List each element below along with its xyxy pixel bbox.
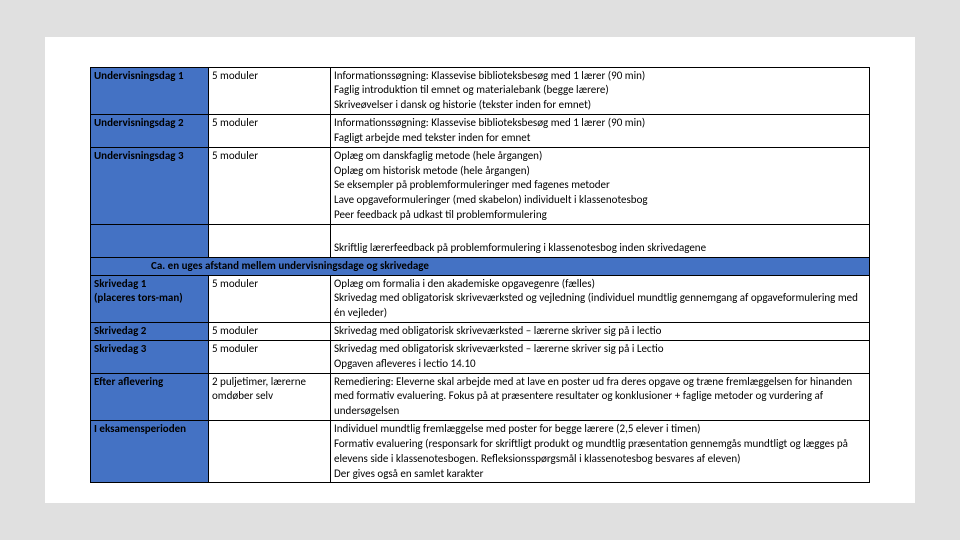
cell: Efter aflevering bbox=[91, 373, 209, 421]
cell: Skrivedag 3 bbox=[91, 340, 209, 373]
gap-note: Skriftlig lærerfeedback på problemformul… bbox=[331, 224, 870, 257]
cell: 5 moduler bbox=[209, 115, 331, 148]
table-row: Skrivedag 25 modulerSkrivedag med obliga… bbox=[91, 323, 870, 341]
cell: Skrivedag med obligatorisk skriveværkste… bbox=[331, 340, 870, 373]
table-row: Skrivedag 35 modulerSkrivedag med obliga… bbox=[91, 340, 870, 373]
cell: Undervisningsdag 1 bbox=[91, 67, 209, 115]
gap-row: Skriftlig lærerfeedback på problemformul… bbox=[91, 224, 870, 257]
cell: Individuel mundtlig fremlæggelse med pos… bbox=[331, 421, 870, 483]
cell: Undervisningsdag 2 bbox=[91, 115, 209, 148]
table-row: I eksamensperioden Individuel mundtlig fr… bbox=[91, 421, 870, 483]
cell: Remediering: Eleverne skal arbejde med a… bbox=[331, 373, 870, 421]
cell: I eksamensperioden bbox=[91, 421, 209, 483]
cell: Oplæg om danskfaglig metode (hele årgang… bbox=[331, 147, 870, 224]
cell: 5 moduler bbox=[209, 147, 331, 224]
cell: 5 moduler bbox=[209, 67, 331, 115]
table-row: Undervisningsdag 35 modulerOplæg om dans… bbox=[91, 147, 870, 224]
cell bbox=[209, 421, 331, 483]
cell: 5 moduler bbox=[209, 323, 331, 341]
cell: Skrivedag 1(placeres tors-man) bbox=[91, 275, 209, 323]
cell bbox=[91, 224, 209, 257]
cell: Skrivedag 2 bbox=[91, 323, 209, 341]
schedule-table: Undervisningsdag 15 modulerInformationss… bbox=[90, 67, 870, 484]
cell: 5 moduler bbox=[209, 340, 331, 373]
cell: Oplæg om formalia i den akademiske opgav… bbox=[331, 275, 870, 323]
page: Undervisningsdag 15 modulerInformationss… bbox=[45, 37, 915, 504]
section-header: Ca. en uges afstand mellem undervisnings… bbox=[91, 257, 870, 275]
section-header-row: Ca. en uges afstand mellem undervisnings… bbox=[91, 257, 870, 275]
cell: Skrivedag med obligatorisk skriveværkste… bbox=[331, 323, 870, 341]
table-row: Undervisningsdag 15 modulerInformationss… bbox=[91, 67, 870, 115]
table-row: Efter aflevering2 puljetimer, lærerne om… bbox=[91, 373, 870, 421]
cell: Informationssøgning: Klassevise bibliote… bbox=[331, 67, 870, 115]
table-row: Undervisningsdag 25 modulerInformationss… bbox=[91, 115, 870, 148]
cell: 5 moduler bbox=[209, 275, 331, 323]
table-row: Skrivedag 1(placeres tors-man)5 modulerO… bbox=[91, 275, 870, 323]
cell: 2 puljetimer, lærerne omdøber selv bbox=[209, 373, 331, 421]
cell: Informationssøgning: Klassevise bibliote… bbox=[331, 115, 870, 148]
cell bbox=[209, 224, 331, 257]
cell: Undervisningsdag 3 bbox=[91, 147, 209, 224]
